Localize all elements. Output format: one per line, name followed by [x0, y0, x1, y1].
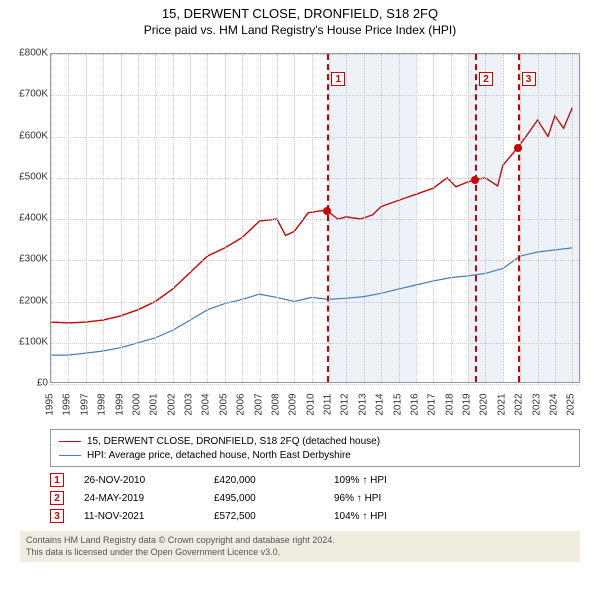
sale-dot: [514, 144, 522, 152]
shaded-band: [520, 54, 581, 382]
ytick-label: £800K: [0, 48, 48, 59]
sale-pct: 96% ↑ HPI: [334, 493, 434, 504]
sale-dot: [323, 207, 331, 215]
xtick-label: 2022: [514, 393, 525, 415]
xtick-label: 2004: [201, 393, 212, 415]
ytick-label: £200K: [0, 295, 48, 306]
xtick-label: 2025: [566, 393, 577, 415]
shaded-band: [468, 54, 503, 382]
marker-vline: [475, 54, 477, 382]
ytick-label: £600K: [0, 130, 48, 141]
chart-title: 15, DERWENT CLOSE, DRONFIELD, S18 2FQ: [0, 0, 600, 21]
legend-label: HPI: Average price, detached house, Nort…: [87, 450, 351, 461]
xtick-label: 2006: [236, 393, 247, 415]
shaded-band: [329, 54, 416, 382]
xtick-label: 2008: [270, 393, 281, 415]
footer: Contains HM Land Registry data © Crown c…: [20, 531, 580, 562]
xtick-label: 2000: [131, 393, 142, 415]
sales-table: 1 26-NOV-2010£420,000109% ↑ HPI 2 24-MAY-20…: [50, 471, 580, 525]
xtick-label: 2014: [375, 393, 386, 415]
xtick-label: 2013: [357, 393, 368, 415]
sale-pct: 109% ↑ HPI: [334, 475, 434, 486]
sale-marker-box: 1: [50, 473, 64, 487]
chart-container: 15, DERWENT CLOSE, DRONFIELD, S18 2FQ Pr…: [0, 0, 600, 590]
legend-row: HPI: Average price, detached house, Nort…: [59, 448, 571, 462]
footer-line1: Contains HM Land Registry data © Crown c…: [26, 535, 574, 547]
xtick-label: 2018: [444, 393, 455, 415]
legend: 15, DERWENT CLOSE, DRONFIELD, S18 2FQ (d…: [50, 429, 580, 467]
sale-price: £495,000: [214, 493, 334, 504]
xtick-label: 2019: [462, 393, 473, 415]
ytick-label: £0: [0, 378, 48, 389]
chart-area: £0 £100K £200K £300K £400K £500K £600K £700K £80…: [0, 43, 600, 423]
xtick-label: 2002: [166, 393, 177, 415]
legend-swatch: [59, 455, 81, 456]
sale-price: £420,000: [214, 475, 334, 486]
legend-swatch: [59, 441, 81, 442]
ytick-label: £700K: [0, 89, 48, 100]
xtick-label: 2015: [392, 393, 403, 415]
xtick-label: 1995: [45, 393, 56, 415]
xtick-label: 2020: [479, 393, 490, 415]
xtick-label: 2023: [531, 393, 542, 415]
xtick-label: 2001: [149, 393, 160, 415]
xtick-label: 2011: [323, 394, 334, 416]
footer-line2: This data is licensed under the Open Gov…: [26, 547, 574, 559]
sale-pct: 104% ↑ HPI: [334, 511, 434, 522]
sale-dot: [471, 176, 479, 184]
sale-date: 11-NOV-2021: [84, 511, 214, 522]
xtick-label: 2003: [184, 393, 195, 415]
sale-date: 24-MAY-2019: [84, 493, 214, 504]
plot-region: 1 2 3: [50, 53, 580, 383]
legend-row: 15, DERWENT CLOSE, DRONFIELD, S18 2FQ (d…: [59, 434, 571, 448]
xtick-label: 1999: [114, 393, 125, 415]
xtick-label: 2017: [427, 393, 438, 415]
chart-subtitle: Price paid vs. HM Land Registry's House …: [0, 21, 600, 43]
xtick-label: 2012: [340, 393, 351, 415]
sale-marker-box: 2: [50, 491, 64, 505]
xtick-label: 1998: [97, 393, 108, 415]
marker-label-box: 1: [331, 72, 345, 86]
ytick-label: £400K: [0, 213, 48, 224]
sale-row: 2 24-MAY-2019£495,00096% ↑ HPI: [50, 489, 580, 507]
marker-label-box: 2: [479, 72, 493, 86]
marker-label-box: 3: [522, 72, 536, 86]
sale-row: 3 11-NOV-2021£572,500104% ↑ HPI: [50, 507, 580, 525]
xtick-label: 2009: [288, 393, 299, 415]
ytick-label: £100K: [0, 336, 48, 347]
xtick-label: 2005: [218, 393, 229, 415]
ytick-label: £300K: [0, 254, 48, 265]
sale-marker-box: 3: [50, 509, 64, 523]
sale-price: £572,500: [214, 511, 334, 522]
xtick-label: 2016: [409, 393, 420, 415]
xtick-label: 2024: [548, 393, 559, 415]
xtick-label: 2007: [253, 393, 264, 415]
legend-label: 15, DERWENT CLOSE, DRONFIELD, S18 2FQ (d…: [87, 436, 380, 447]
sale-date: 26-NOV-2010: [84, 475, 214, 486]
xtick-label: 1996: [62, 393, 73, 415]
marker-vline: [327, 54, 329, 382]
ytick-label: £500K: [0, 171, 48, 182]
xtick-label: 2021: [496, 393, 507, 415]
xtick-label: 1997: [79, 393, 90, 415]
marker-vline: [518, 54, 520, 382]
sale-row: 1 26-NOV-2010£420,000109% ↑ HPI: [50, 471, 580, 489]
xtick-label: 2010: [305, 393, 316, 415]
